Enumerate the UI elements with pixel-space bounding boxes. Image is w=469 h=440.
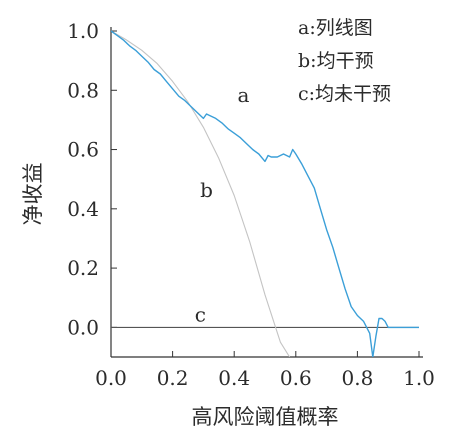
- curve-label-b: b: [200, 178, 213, 202]
- y-tick-label: 0.6: [67, 138, 99, 162]
- legend-entry-b: b:均干预: [298, 50, 374, 72]
- x-tick-label: 0.0: [95, 366, 127, 390]
- x-tick-label: 0.6: [280, 366, 312, 390]
- axes: [110, 27, 423, 358]
- x-tick-label: 0.8: [341, 366, 373, 390]
- x-axis-ticks: 0.0 0.2 0.4 0.6 0.8 1.0: [95, 351, 435, 390]
- series-a-line: [111, 30, 419, 357]
- curve-labels: a b c: [195, 83, 250, 326]
- y-tick-label: 0.0: [67, 315, 99, 339]
- y-tick-label: 1.0: [67, 19, 99, 43]
- legend: a:列线图 b:均干预 c:均未干预: [298, 17, 391, 105]
- x-tick-label: 1.0: [403, 366, 435, 390]
- legend-entry-c: c:均未干预: [298, 83, 391, 105]
- y-tick-label: 0.2: [67, 256, 99, 280]
- legend-entry-a: a:列线图: [298, 17, 373, 39]
- x-tick-label: 0.2: [157, 366, 189, 390]
- x-tick-label: 0.4: [218, 366, 250, 390]
- series-b-line: [111, 30, 291, 357]
- curve-label-a: a: [237, 83, 249, 107]
- y-tick-label: 0.8: [67, 78, 99, 102]
- curve-label-c: c: [195, 302, 206, 326]
- y-axis-ticks: 0.0 0.2 0.4 0.6 0.8 1.0: [67, 19, 117, 339]
- y-axis-title: 净收益: [21, 163, 45, 226]
- y-tick-label: 0.4: [67, 197, 99, 221]
- x-axis-title: 高风险阈值概率: [192, 405, 339, 429]
- plot-area: [111, 30, 419, 357]
